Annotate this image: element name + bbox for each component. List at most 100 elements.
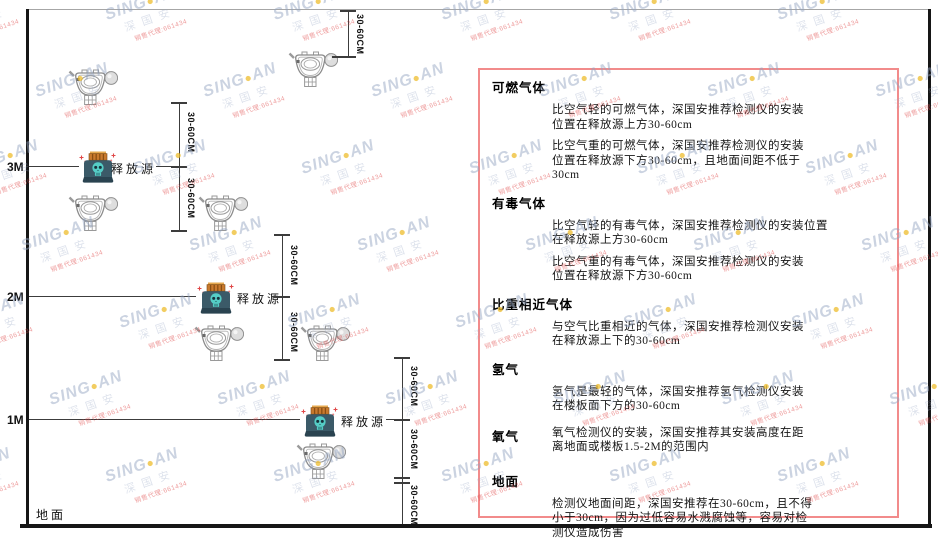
watermark-dot-icon: ● — [256, 377, 269, 394]
watermark-brand: SING●AN — [607, 0, 685, 25]
watermark-dot-icon: ● — [0, 300, 3, 317]
dimension-tick — [274, 296, 290, 298]
gas-detector-icon — [296, 443, 346, 479]
watermark-cjk: 深国安 — [122, 467, 178, 497]
watermark-cjk: 深国安 — [220, 82, 276, 112]
watermark-cjk: 深国安 — [626, 5, 682, 35]
watermark-dot-icon: ● — [816, 0, 829, 9]
watermark-dot-icon: ● — [158, 300, 171, 317]
watermark-brand: SING●AN — [103, 0, 181, 25]
dimension-tick — [274, 234, 290, 236]
watermark-brand: SING●AN — [200, 59, 279, 101]
watermark-dot-icon: ● — [326, 300, 339, 317]
watermark-cjk: 深国安 — [906, 390, 938, 420]
release-source-icon — [79, 151, 116, 183]
left-wall-line — [26, 9, 29, 526]
dimension-tick — [340, 10, 356, 12]
dimension-tick — [394, 482, 410, 484]
section-paragraph: 比空气重的可燃气体，深国安推荐检测仪的安装 位置在释放源下方30-60cm，且地面… — [552, 139, 887, 183]
release-source-icon — [301, 405, 338, 437]
watermark-fineprint: 销售代理:661434 — [399, 95, 455, 120]
dimension-tick — [171, 166, 187, 168]
watermark-cjk: 深国安 — [0, 5, 10, 35]
watermark-cjk: 深国安 — [0, 467, 10, 497]
section-paragraph: 与空气比重相近的气体，深国安推荐检测仪安装 在释放源上下的30-60cm — [552, 320, 887, 349]
watermark-brand: SING●AN — [0, 444, 13, 469]
section-line: 30cm — [552, 169, 580, 181]
dimension-label: 30-60CM — [409, 366, 419, 407]
dimension-label: 30-60CM — [186, 178, 196, 219]
ground-line — [20, 524, 932, 528]
watermark-cjk: 深国安 — [388, 82, 444, 112]
panel-section: 氧气 氧气检测仪的安装，深国安推荐其安装高度在距 离地面或楼板1.5-2M的范围内 — [490, 426, 887, 455]
section-line: 在楼板面下方的30-60cm — [552, 400, 681, 412]
height-label-2m: 2M — [7, 290, 24, 304]
watermark-dot-icon: ● — [340, 146, 353, 163]
ground-label: 地面 — [36, 508, 67, 522]
dimension-label: 30-60CM — [186, 112, 196, 153]
watermark-cjk: 深国安 — [122, 5, 178, 35]
section-heading: 氧气 — [492, 429, 520, 444]
watermark-brand: SING●AN — [354, 213, 433, 255]
section-paragraph: 氢气是最轻的气体，深国安推荐氢气检测仪安装 在楼板面下方的30-60cm — [552, 385, 887, 414]
section-line: 在释放源上下的30-60cm — [552, 335, 681, 347]
dimension-tick — [274, 359, 290, 361]
section-line: 位置在释放源下方30-60cm，且地面间距不低于 — [552, 154, 801, 167]
watermark-fineprint: 销售代理:661434 — [329, 172, 385, 197]
dimension-tick — [171, 102, 187, 104]
gas-detector-icon — [194, 325, 244, 361]
watermark-dot-icon: ● — [648, 0, 661, 9]
panel-section-row: 氧气 氧气检测仪的安装，深国安推荐其安装高度在距 离地面或楼板1.5-2M的范围内 — [490, 426, 887, 455]
info-panel: 可燃气体 比空气轻的可燃气体，深国安推荐检测仪的安装 位置在释放源上方30-60cm… — [478, 68, 899, 539]
section-paragraph: 检测仪地面间距，深国安推荐在30-60cm，且不得 小于30cm，因为过低容易水溅… — [552, 497, 887, 541]
height-line-1m — [29, 419, 300, 420]
watermark-cjk: 深国安 — [794, 5, 850, 35]
watermark-brand: SING●AN — [368, 59, 447, 101]
watermark-dot-icon: ● — [242, 69, 255, 86]
watermark-brand: SING●AN — [298, 136, 377, 178]
watermark-dot-icon: ● — [900, 223, 913, 240]
section-heading: 氢气 — [492, 362, 520, 377]
watermark-brand: SING●AN — [0, 0, 13, 25]
section-line: 检测仪地面间距，深国安推荐在30-60cm，且不得 — [552, 497, 813, 510]
watermark-dot-icon: ● — [410, 69, 423, 86]
height-line-3m — [29, 166, 79, 167]
watermark-cjk: 深国安 — [136, 313, 192, 343]
watermark-fineprint: 销售代理:661434 — [49, 249, 105, 274]
section-paragraph: 氧气检测仪的安装，深国安推荐其安装高度在距 离地面或楼板1.5-2M的范围内 — [552, 426, 804, 455]
gas-detector-icon — [198, 195, 248, 231]
height-label-1m: 1M — [7, 413, 24, 427]
watermark-dot-icon: ● — [424, 377, 437, 394]
section-paragraph: 比空气轻的可燃气体，深国安推荐检测仪的安装 位置在释放源上方30-60cm — [552, 103, 887, 132]
section-line: 比空气轻的有毒气体，深国安推荐检测仪的安装位置 — [552, 219, 828, 232]
gas-detector-icon — [68, 195, 118, 231]
height-line-2m — [29, 296, 196, 297]
section-paragraph: 比空气轻的有毒气体，深国安推荐检测仪的安装位置 在释放源上方30-60cm — [552, 219, 887, 248]
watermark-fineprint: 销售代理:661434 — [469, 18, 525, 43]
watermark-dot-icon: ● — [480, 0, 493, 9]
release-source-icon — [197, 282, 234, 314]
watermark-fineprint: 销售代理:661434 — [0, 326, 35, 351]
watermark-fineprint: 销售代理:661434 — [217, 249, 273, 274]
watermark-brand: SING●AN — [439, 0, 517, 25]
gas-detector-icon — [300, 325, 350, 361]
section-line: 位置在释放源上方30-60cm — [552, 118, 693, 131]
watermark-cjk: 深国安 — [374, 236, 430, 266]
watermark-dot-icon: ● — [88, 377, 101, 394]
dimension-tick — [394, 477, 410, 479]
watermark-dot-icon: ● — [144, 0, 157, 9]
dimension-label: 30-60CM — [409, 485, 419, 526]
watermark-cjk: 深国安 — [290, 5, 346, 35]
release-source-label: 释放源 — [111, 162, 157, 176]
section-line: 比空气重的可燃气体，深国安推荐检测仪的安装 — [552, 140, 804, 152]
ceiling-line — [27, 9, 931, 10]
dimension-line — [402, 358, 403, 524]
